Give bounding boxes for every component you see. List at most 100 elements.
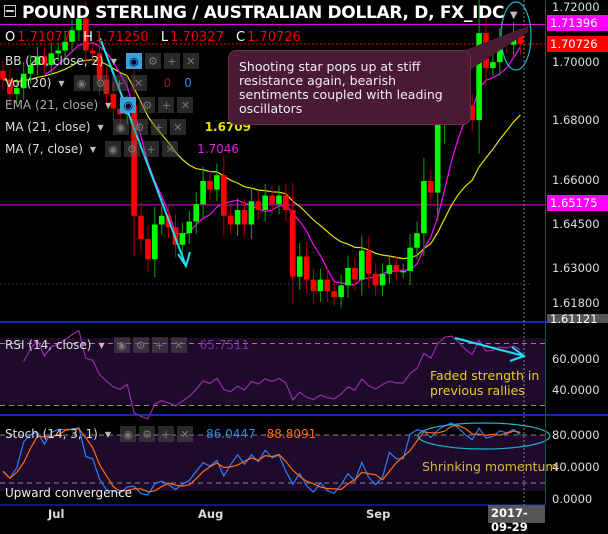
candle-up xyxy=(434,123,441,193)
price-axis[interactable]: 1.72000 1.70000 1.68000 1.66000 1.64500 … xyxy=(545,0,608,323)
stoch-ellipse[interactable] xyxy=(417,422,551,450)
chevron-down-icon[interactable]: ▼ xyxy=(105,100,112,110)
legend-bb[interactable]: BB (20, close, 2) ▼ ◉ ⚙ + ✕ xyxy=(5,53,199,69)
chevron-down-icon[interactable]: ▼ xyxy=(58,78,65,88)
plus-icon[interactable]: + xyxy=(151,337,168,353)
candle-down xyxy=(227,215,234,225)
candle-down xyxy=(131,105,137,216)
eye-icon[interactable]: ◉ xyxy=(120,426,136,442)
chevron-down-icon[interactable]: ▼ xyxy=(509,10,518,21)
close-icon[interactable]: ✕ xyxy=(177,426,193,442)
candle-up xyxy=(317,279,324,292)
candle-up xyxy=(421,181,427,234)
candle-down xyxy=(365,250,372,274)
close-icon[interactable]: ✕ xyxy=(169,119,186,135)
plus-icon[interactable]: + xyxy=(158,426,174,442)
ma7-line xyxy=(44,41,522,286)
legend-vol[interactable]: Vol (20) ▼ ◉ ⚙ + ✕ 0 0 xyxy=(5,75,192,91)
eye-icon[interactable]: ◉ xyxy=(113,337,130,353)
arrow-head-icon xyxy=(509,346,527,362)
candle-up xyxy=(214,175,220,190)
gear-icon[interactable]: ⚙ xyxy=(131,119,148,135)
trend-arrow[interactable] xyxy=(99,37,187,267)
stoch-k-line xyxy=(2,422,521,496)
plus-icon[interactable]: + xyxy=(163,53,180,69)
candle-down xyxy=(372,273,379,286)
chevron-down-icon[interactable]: ▼ xyxy=(97,122,104,132)
rsi-axis[interactable]: 60.0000 40.0000 xyxy=(545,322,608,415)
callout-pointer xyxy=(460,26,528,70)
chart-canvas[interactable] xyxy=(0,0,608,523)
gear-icon[interactable]: ⚙ xyxy=(139,426,155,442)
cursor-date: 2017-09-29 xyxy=(488,505,545,534)
candle-down xyxy=(255,201,262,210)
rsi-line xyxy=(23,329,521,420)
eye-icon[interactable]: ◉ xyxy=(125,53,142,69)
rsi-arrow[interactable] xyxy=(454,337,525,357)
eye-icon[interactable]: ◉ xyxy=(112,119,129,135)
candle-up xyxy=(296,256,303,277)
legend-ma7[interactable]: MA (7, close) ▼ ◉ ⚙ + ✕ 1.7046 xyxy=(5,141,240,157)
eye-icon[interactable]: ◉ xyxy=(73,75,90,91)
chevron-down-icon[interactable]: ▼ xyxy=(89,144,97,154)
candle-down xyxy=(138,215,144,239)
candle-down xyxy=(96,53,103,80)
gear-icon[interactable]: ⚙ xyxy=(132,337,149,353)
candle-up xyxy=(407,247,413,271)
collapse-icon[interactable] xyxy=(4,5,16,17)
plus-icon[interactable]: + xyxy=(150,119,167,135)
candle-down xyxy=(41,56,48,65)
candle-up xyxy=(14,88,20,94)
candle-up xyxy=(262,195,268,210)
plus-icon[interactable]: + xyxy=(158,97,175,113)
plus-icon[interactable]: + xyxy=(143,141,160,157)
candle-up xyxy=(158,215,165,225)
close-icon[interactable]: ✕ xyxy=(177,97,194,113)
candle-down xyxy=(83,18,89,51)
highlight-ellipse[interactable] xyxy=(500,1,532,71)
plus-icon[interactable]: + xyxy=(111,75,128,91)
symbol-title[interactable]: POUND STERLING / AUSTRALIAN DOLLAR, D, F… xyxy=(4,3,518,23)
annotation-callout[interactable]: Shooting star pops up at stiff resistanc… xyxy=(228,50,471,125)
candle-down xyxy=(469,105,475,121)
candle-down xyxy=(428,181,434,193)
candle-down xyxy=(517,33,524,44)
candle-up xyxy=(276,195,282,205)
close-icon[interactable]: ✕ xyxy=(170,337,187,353)
gear-icon[interactable]: ⚙ xyxy=(139,97,156,113)
candle-up xyxy=(20,73,27,89)
close-icon[interactable]: ✕ xyxy=(182,53,199,69)
gear-icon[interactable]: ⚙ xyxy=(144,53,161,69)
rsi-note: Faded strength in previous rallies xyxy=(430,368,540,398)
chevron-down-icon[interactable]: ▼ xyxy=(104,429,111,439)
candle-down xyxy=(303,256,310,280)
candle-down xyxy=(393,265,400,271)
candle-down xyxy=(310,279,317,292)
candle-up xyxy=(345,268,351,286)
eye-icon[interactable]: ◉ xyxy=(105,141,122,157)
price-tag-support: 1.65175 xyxy=(547,195,608,211)
arrow-head-icon xyxy=(177,251,191,269)
gear-icon[interactable]: ⚙ xyxy=(92,75,109,91)
legend-ma21[interactable]: MA (21, close) ▼ ◉ ⚙ + ✕ 1.6709 xyxy=(5,119,252,135)
close-icon[interactable]: ✕ xyxy=(130,75,147,91)
legend-ema[interactable]: EMA (21, close) ▼ ◉ ⚙ + ✕ xyxy=(5,97,194,113)
candle-down xyxy=(352,268,358,280)
candle-up xyxy=(76,18,82,31)
time-axis[interactable]: Jul Aug Sep 2017-09-29 xyxy=(0,505,545,534)
stoch-axis[interactable]: 80.0000 40.0000 0.0000 xyxy=(545,415,608,506)
candle-down xyxy=(145,239,151,260)
chevron-down-icon[interactable]: ▼ xyxy=(110,56,117,66)
candle-up xyxy=(48,53,55,65)
legend-rsi[interactable]: RSI (14, close) ▼ ◉ ⚙ + ✕ 65.7511 xyxy=(5,337,250,353)
legend-stoch[interactable]: Stoch (14, 3, 1) ▼ ◉ ⚙ + ✕ 86.0447 88.8091 xyxy=(5,426,317,442)
chevron-down-icon[interactable]: ▼ xyxy=(98,340,105,350)
close-icon[interactable]: ✕ xyxy=(162,141,179,157)
gear-icon[interactable]: ⚙ xyxy=(124,141,141,157)
candle-down xyxy=(221,175,227,216)
candle-up xyxy=(476,33,482,121)
candle-down xyxy=(0,70,6,80)
eye-icon[interactable]: ◉ xyxy=(120,97,137,113)
candle-up xyxy=(34,56,41,65)
candle-down xyxy=(283,195,289,210)
